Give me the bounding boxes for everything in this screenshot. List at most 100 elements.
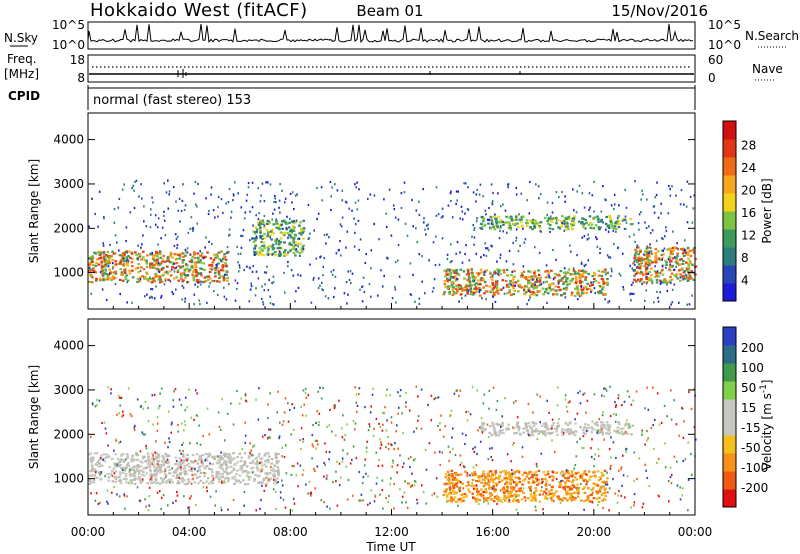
echo-cell <box>413 480 416 483</box>
echo-cell <box>689 275 692 278</box>
echo-cell <box>472 293 475 296</box>
echo-cell <box>410 455 412 459</box>
echo-cell <box>443 490 446 493</box>
echo-cell <box>174 471 178 474</box>
echo-cell <box>173 262 175 265</box>
echo-cell <box>520 489 524 493</box>
echo-cell <box>553 450 556 454</box>
echo-cell <box>133 428 136 432</box>
echo-cell <box>157 261 160 265</box>
echo-cell <box>196 392 198 395</box>
echo-cell <box>686 251 690 254</box>
echo-cell <box>260 234 264 237</box>
echo-cell <box>668 258 671 261</box>
echo-cell <box>632 399 634 402</box>
echo-cell <box>281 233 285 236</box>
echo-cell <box>94 471 97 474</box>
echo-cell <box>538 226 542 229</box>
echo-cell <box>138 276 142 279</box>
echo-cell <box>687 272 691 275</box>
echo-cell <box>251 466 255 469</box>
echo-cell <box>111 475 114 478</box>
echo-cell <box>635 280 638 283</box>
echo-cell <box>151 288 154 291</box>
echo-cell <box>100 261 103 264</box>
echo-cell <box>597 479 601 482</box>
echo-cell <box>266 452 270 455</box>
echo-cell <box>230 402 232 405</box>
echo-cell <box>515 508 518 511</box>
echo-cell <box>600 472 604 475</box>
echo-cell <box>646 259 650 262</box>
echo-cell <box>491 203 494 206</box>
echo-cell <box>580 222 583 225</box>
echo-cell <box>96 404 98 407</box>
echo-cell <box>488 431 491 435</box>
echo-cell <box>474 287 478 290</box>
echo-cell <box>244 434 247 437</box>
echo-cell <box>505 231 508 234</box>
echo-cell <box>533 474 536 477</box>
echo-cell <box>501 279 505 282</box>
echo-cell <box>167 465 170 468</box>
echo-cell <box>341 457 344 460</box>
echo-cell <box>275 508 277 511</box>
echo-cell <box>137 263 141 266</box>
echo-cell <box>449 276 453 279</box>
echo-cell <box>505 477 508 480</box>
echo-cell <box>550 486 554 489</box>
echo-cell <box>678 434 680 437</box>
echo-cell <box>500 500 504 503</box>
echo-cell <box>502 203 504 206</box>
echo-cell <box>124 467 127 471</box>
echo-cell <box>616 217 619 220</box>
echo-cell <box>194 268 198 272</box>
echo-cell <box>435 214 438 217</box>
echo-cell <box>100 270 103 273</box>
echo-cell <box>135 253 138 256</box>
echo-cell <box>608 424 612 427</box>
echo-cell <box>112 265 115 268</box>
echo-cell <box>561 486 565 489</box>
echo-cell <box>680 189 683 192</box>
echo-cell <box>483 490 485 494</box>
echo-cell <box>502 432 505 435</box>
echo-cell <box>555 258 557 261</box>
echo-cell <box>548 274 550 277</box>
echo-cell <box>224 264 228 267</box>
echo-cell <box>184 276 187 279</box>
echo-cell <box>582 435 585 438</box>
echo-cell <box>579 475 582 478</box>
echo-cell <box>145 466 148 469</box>
echo-cell <box>270 466 272 469</box>
echo-cell <box>180 275 183 278</box>
echo-cell <box>88 474 91 477</box>
echo-cell <box>563 275 566 278</box>
echo-cell <box>488 285 492 288</box>
echo-cell <box>527 270 530 273</box>
echo-cell <box>680 276 684 279</box>
echo-cell <box>149 296 151 299</box>
echo-cell <box>476 494 479 497</box>
echo-cell <box>585 428 589 431</box>
echo-cell <box>152 459 155 462</box>
echo-cell <box>449 414 451 417</box>
echo-cell <box>473 227 476 230</box>
echo-cell <box>186 281 189 284</box>
echo-cell <box>453 270 456 273</box>
echo-cell <box>628 395 631 398</box>
echo-cell <box>107 479 110 482</box>
echo-cell <box>521 483 524 486</box>
echo-cell <box>650 426 653 429</box>
echo-cell <box>643 250 647 253</box>
echo-cell <box>598 284 602 288</box>
echo-cell <box>638 280 642 283</box>
echo-cell <box>136 280 139 283</box>
echo-cell <box>150 482 154 485</box>
echo-cell <box>582 478 585 481</box>
echo-cell <box>167 410 170 413</box>
echo-cell <box>377 464 380 468</box>
echo-cell <box>195 453 199 456</box>
echo-cell <box>379 493 381 496</box>
